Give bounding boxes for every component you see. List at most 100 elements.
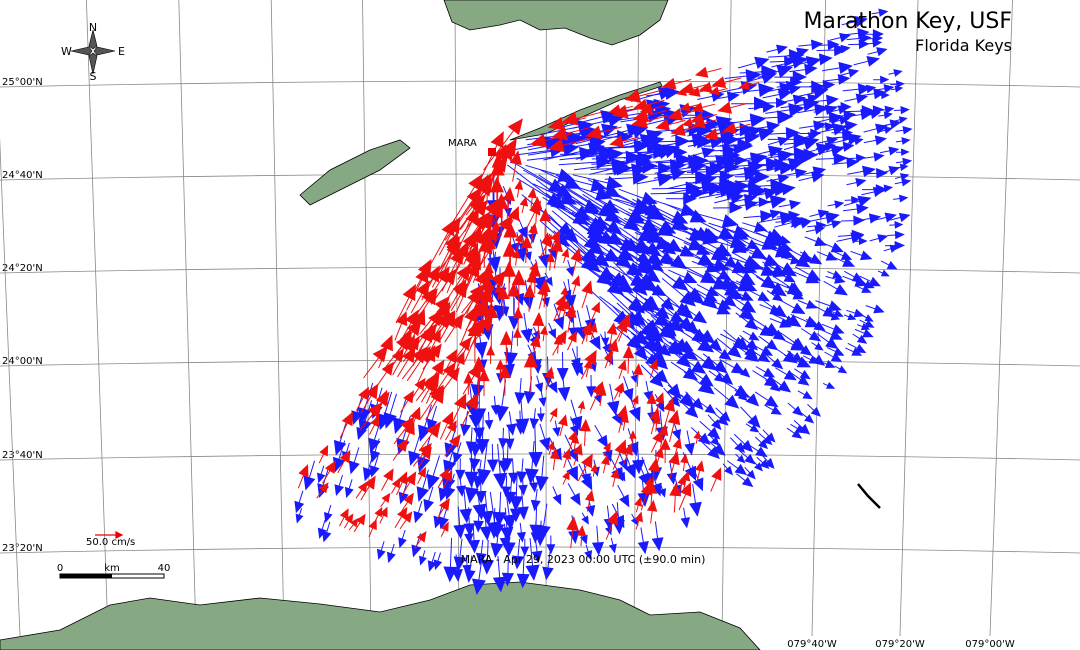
current-vector [539,423,551,452]
current-vector [535,455,549,492]
current-vector [678,482,692,511]
current-vector [427,551,437,572]
current-vector [463,507,476,537]
current-vector [581,512,589,525]
current-vector [641,217,674,237]
current-vector [391,477,401,494]
current-vector [815,122,836,132]
current-vector [500,299,510,317]
current-vector [722,463,733,476]
current-vector [490,395,500,416]
current-vector [731,96,770,111]
lon-label: 079°00'W [965,639,1015,650]
current-vector [632,363,644,387]
lat-line [0,173,1080,181]
current-vector [752,370,779,388]
current-vector [812,94,840,106]
current-vector [581,321,592,345]
current-vector [713,387,740,409]
current-vector [603,350,613,369]
current-vector [774,367,797,381]
current-vector [436,362,456,391]
current-vector [758,433,773,446]
current-vector [566,516,579,549]
current-vector [440,521,449,537]
current-vector [516,554,530,589]
current-vector [497,285,510,316]
current-vector [679,102,699,112]
land-florida [443,0,669,46]
current-vector [802,53,833,66]
current-vector [519,196,529,214]
current-vector [760,209,782,220]
current-vector [663,397,676,427]
current-vector [610,468,620,488]
lon-label: 079°20'W [875,639,925,650]
current-vector [769,55,797,67]
current-vector [890,80,905,89]
current-vector [570,399,583,432]
current-vector [617,359,627,380]
current-vector [834,365,848,374]
current-vector [514,378,526,405]
current-vector [442,349,458,375]
current-vector [502,186,516,219]
current-vector [680,394,696,409]
current-vector [738,80,760,90]
current-vector [823,219,842,229]
current-vector [719,358,746,374]
current-vector [799,143,832,156]
current-vector [873,75,890,84]
current-vector [355,481,368,499]
current-vector [826,347,845,356]
current-vector [486,443,499,473]
current-vector [622,345,635,374]
current-vector [436,497,450,521]
current-vector [639,152,692,168]
current-vector [413,500,424,524]
current-vector [694,212,739,228]
current-vector [877,105,895,115]
current-vector [297,464,309,489]
current-vector [842,83,872,96]
current-vector [683,371,715,395]
current-vector [567,483,581,506]
current-vector [794,86,829,100]
current-vector [499,330,513,364]
current-vector [428,219,456,269]
lon-line [178,0,197,637]
current-vector [859,319,875,328]
current-vector [787,402,804,417]
current-vector [552,486,562,506]
current-vector [707,414,722,431]
current-vector [469,427,482,458]
current-vector [684,430,695,456]
current-vector [845,347,863,356]
current-vector [756,456,770,470]
current-vector [730,289,754,301]
current-vector [825,274,846,284]
current-vector [493,443,508,490]
current-vector [763,195,786,206]
current-vector [633,98,665,112]
station-marker [488,148,496,156]
current-vector [377,391,393,431]
current-vector [398,529,407,549]
current-vector [815,142,836,152]
compass-s: S [90,70,97,83]
current-vector [718,113,767,128]
current-vector [894,116,908,124]
land-lower-keys [299,139,411,206]
current-vector [575,363,584,376]
current-vector [875,91,890,100]
current-vector [735,242,767,260]
current-vector [690,427,711,446]
current-vector [687,147,716,159]
current-vector [455,474,467,498]
current-vector [572,174,623,190]
current-vector [576,525,587,547]
compass-n: N [89,21,97,34]
current-vector [395,283,416,324]
current-vector [561,247,570,264]
current-vector [893,105,910,115]
